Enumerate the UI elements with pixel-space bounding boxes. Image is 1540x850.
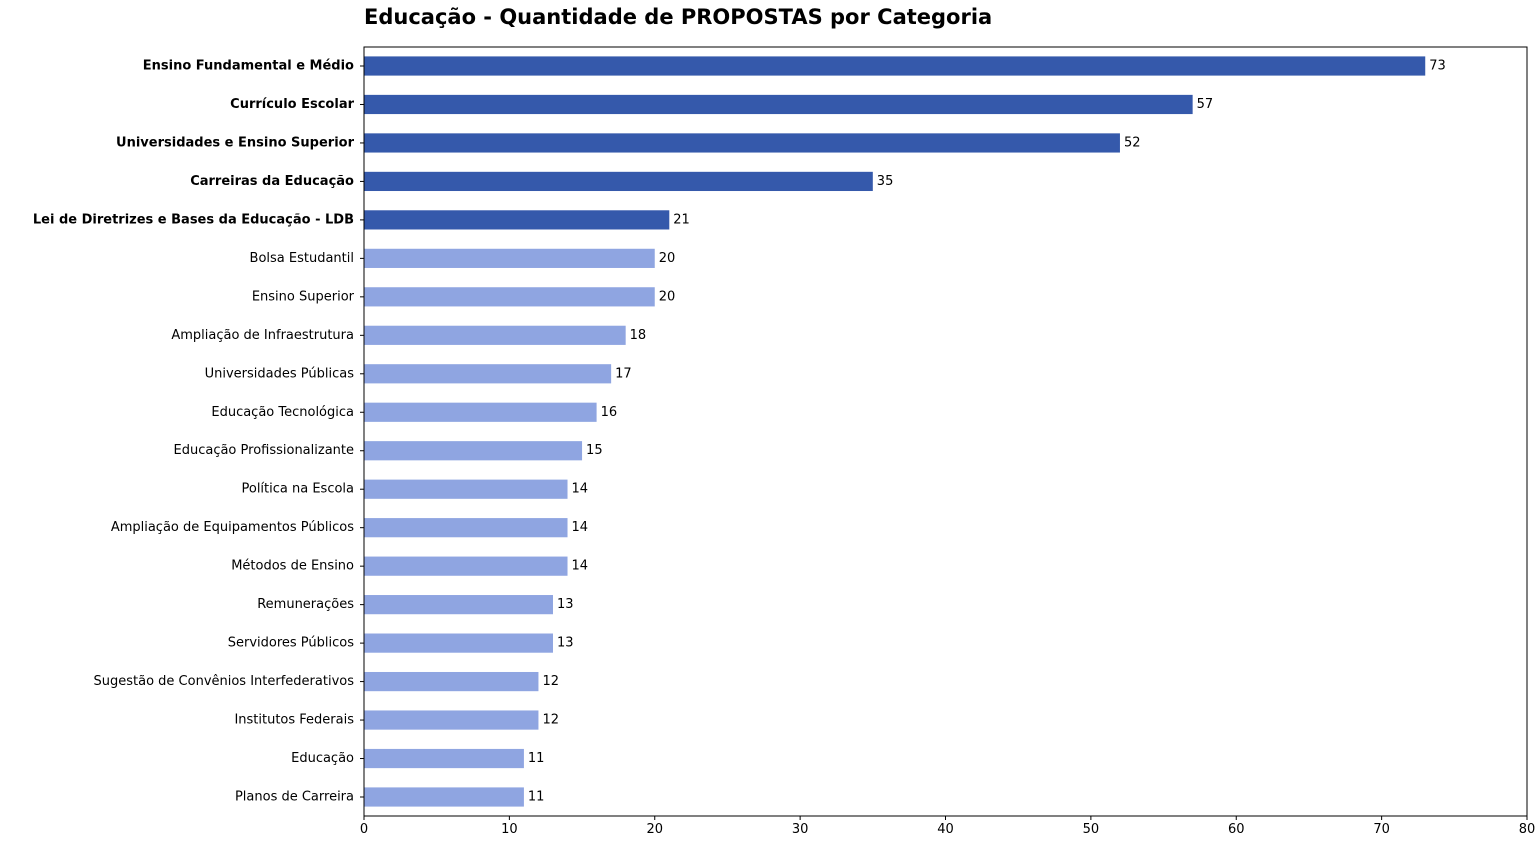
category-label: Sugestão de Convênios Interfederativos	[94, 674, 355, 689]
bar	[364, 210, 670, 230]
value-label: 18	[630, 328, 647, 343]
value-label: 14	[572, 520, 589, 535]
category-label: Métodos de Ensino	[231, 559, 354, 574]
bar	[364, 364, 612, 384]
x-tick-label: 10	[501, 822, 518, 837]
value-label: 11	[528, 751, 545, 766]
bar	[364, 518, 568, 538]
value-label: 14	[572, 482, 589, 497]
value-label: 21	[673, 212, 690, 227]
bar	[364, 748, 524, 769]
bar	[364, 633, 553, 653]
x-tick-label: 0	[360, 822, 368, 837]
category-labels: Ensino Fundamental e Médio Currículo Esco…	[33, 59, 355, 805]
value-label: 16	[601, 405, 618, 420]
bar	[364, 441, 583, 461]
category-label: Remunerações	[257, 597, 354, 612]
bar	[364, 248, 655, 268]
value-label: 13	[557, 597, 574, 612]
category-label: Ampliação de Infraestrutura	[171, 328, 354, 343]
category-label: Lei de Diretrizes e Bases da Educação - …	[33, 212, 354, 227]
chart-title: Educação - Quantidade de PROPOSTAS por C…	[364, 5, 993, 29]
x-tick-label: 50	[1083, 822, 1100, 837]
value-label: 13	[557, 636, 574, 651]
value-label: 20	[659, 289, 676, 304]
bars-layer	[364, 56, 1426, 807]
value-label: 73	[1429, 59, 1446, 74]
value-label: 35	[877, 174, 894, 189]
value-label: 52	[1124, 135, 1141, 150]
bar	[364, 171, 873, 192]
bar	[364, 479, 568, 499]
category-label: Institutos Federais	[234, 713, 354, 728]
category-label: Universidades Públicas	[205, 366, 355, 381]
category-label: Educação	[291, 751, 354, 766]
category-label: Ensino Superior	[252, 289, 355, 304]
category-label: Educação Profissionalizante	[174, 443, 355, 458]
x-tick-label: 70	[1373, 822, 1390, 837]
bar	[364, 710, 539, 730]
category-label: Currículo Escolar	[230, 97, 354, 112]
value-labels: 73 57 52 35 21 20 20 18 17 16 15 14 14 14 13 13 12 12 11 11	[528, 59, 1446, 805]
category-label: Planos de Carreira	[235, 790, 354, 805]
category-label: Educação Tecnológica	[211, 405, 354, 420]
plot-frame	[363, 46, 1528, 817]
bar	[364, 402, 597, 422]
x-tick-label: 40	[937, 822, 954, 837]
bar	[364, 671, 539, 692]
bar	[364, 787, 524, 807]
bar	[364, 556, 568, 576]
x-tick-label: 20	[646, 822, 663, 837]
value-label: 15	[586, 443, 603, 458]
x-tick-label: 60	[1228, 822, 1245, 837]
value-label: 20	[659, 251, 676, 266]
bar	[364, 595, 553, 615]
value-label: 12	[542, 674, 559, 689]
value-label: 12	[542, 713, 559, 728]
value-label: 17	[615, 366, 632, 381]
bar	[364, 94, 1193, 115]
bar	[364, 56, 1426, 76]
bar	[364, 287, 655, 307]
category-label: Servidores Públicos	[228, 636, 354, 651]
bar	[364, 325, 626, 345]
axes: 0 10 20 30 40 50 60 70 80	[360, 46, 1536, 837]
category-label: Ensino Fundamental e Médio	[143, 59, 354, 74]
category-label: Universidades e Ensino Superior	[116, 135, 355, 150]
value-label: 14	[572, 559, 589, 574]
category-label: Bolsa Estudantil	[250, 251, 354, 266]
value-label: 11	[528, 790, 545, 805]
category-label: Ampliação de Equipamentos Públicos	[111, 520, 354, 535]
category-label: Carreiras da Educação	[190, 174, 354, 189]
bar	[364, 133, 1120, 153]
x-tick-label: 80	[1519, 822, 1536, 837]
value-label: 57	[1197, 97, 1214, 112]
x-tick-label: 30	[792, 822, 809, 837]
category-label: Política na Escola	[241, 482, 354, 497]
